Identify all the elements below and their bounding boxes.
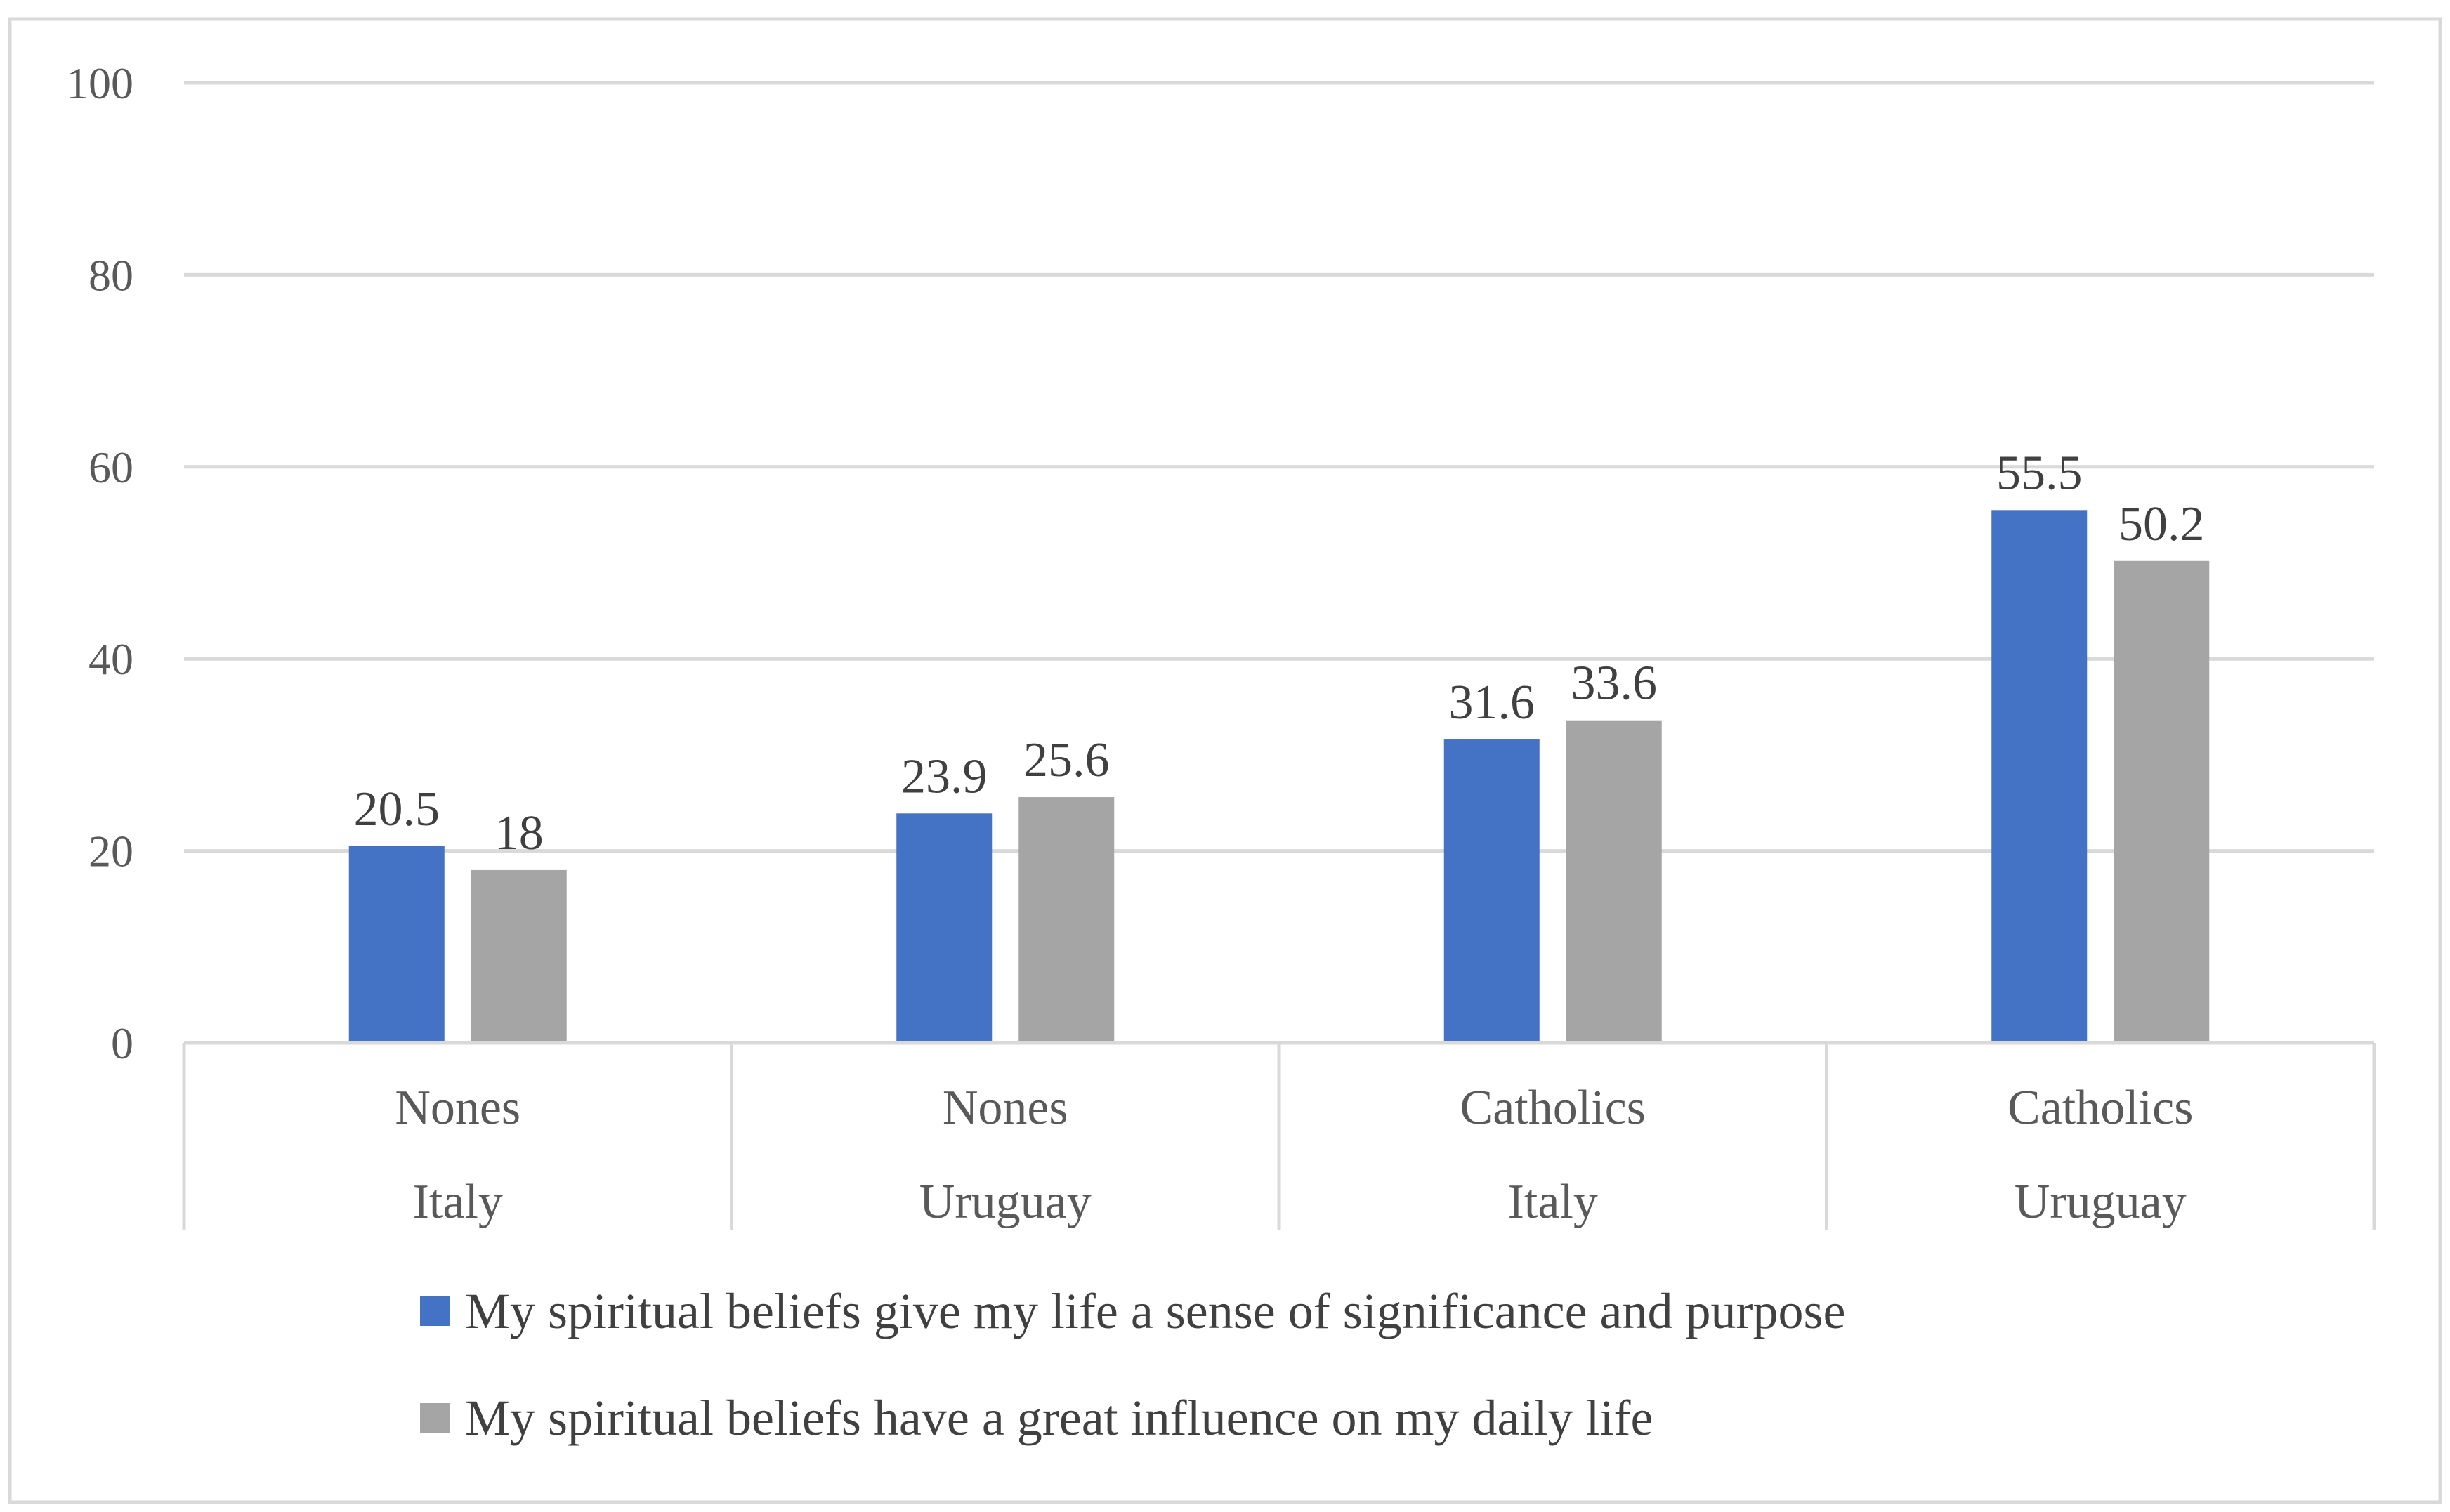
data-label: 25.6 bbox=[1023, 733, 1110, 787]
data-label: 20.5 bbox=[354, 782, 440, 836]
bar bbox=[1991, 510, 2088, 1043]
bar bbox=[896, 813, 993, 1043]
data-label: 23.9 bbox=[901, 749, 988, 803]
y-tick-label: 0 bbox=[111, 1018, 133, 1068]
category-country-label: Uruguay bbox=[919, 1175, 1092, 1229]
x-axis: Nones Italy Nones Uruguay Catholics Italy Cath… bbox=[182, 1041, 2376, 1230]
y-tick-label: 40 bbox=[89, 634, 133, 684]
legend: My spiritual beliefs give my life a sens… bbox=[420, 1283, 1845, 1446]
data-label: 33.6 bbox=[1571, 657, 1658, 711]
category-country-label: Italy bbox=[413, 1175, 503, 1229]
legend-swatch bbox=[420, 1296, 450, 1326]
y-axis-ticks: 0 20 40 60 80 100 bbox=[66, 58, 133, 1068]
legend-label: My spiritual beliefs have a great influe… bbox=[465, 1390, 1653, 1446]
y-tick-label: 20 bbox=[89, 827, 133, 876]
category-group-label: Catholics bbox=[1460, 1081, 1646, 1135]
data-labels: 20.5 23.9 31.6 55.5 18 25.6 33.6 50.2 bbox=[354, 446, 2205, 860]
y-tick-label: 100 bbox=[66, 58, 133, 108]
legend-swatch bbox=[420, 1403, 450, 1433]
y-tick-label: 60 bbox=[89, 442, 133, 492]
bar bbox=[2114, 560, 2210, 1043]
bar bbox=[471, 869, 567, 1043]
bar bbox=[1566, 720, 1662, 1043]
category-group-label: Nones bbox=[943, 1081, 1068, 1135]
category-group-label: Catholics bbox=[2007, 1081, 2193, 1135]
y-tick-label: 80 bbox=[89, 250, 133, 300]
category-group-label: Nones bbox=[395, 1081, 520, 1135]
data-label: 55.5 bbox=[1996, 446, 2083, 500]
bars bbox=[348, 510, 2210, 1043]
category-country-label: Italy bbox=[1508, 1175, 1598, 1229]
bar bbox=[348, 846, 445, 1043]
category-country-label: Uruguay bbox=[2015, 1175, 2187, 1229]
data-label: 18 bbox=[494, 806, 544, 860]
data-label: 50.2 bbox=[2118, 497, 2205, 551]
data-label: 31.6 bbox=[1449, 676, 1535, 730]
legend-label: My spiritual beliefs give my life a sens… bbox=[465, 1283, 1845, 1339]
bar bbox=[1018, 797, 1115, 1043]
bar bbox=[1443, 739, 1540, 1043]
